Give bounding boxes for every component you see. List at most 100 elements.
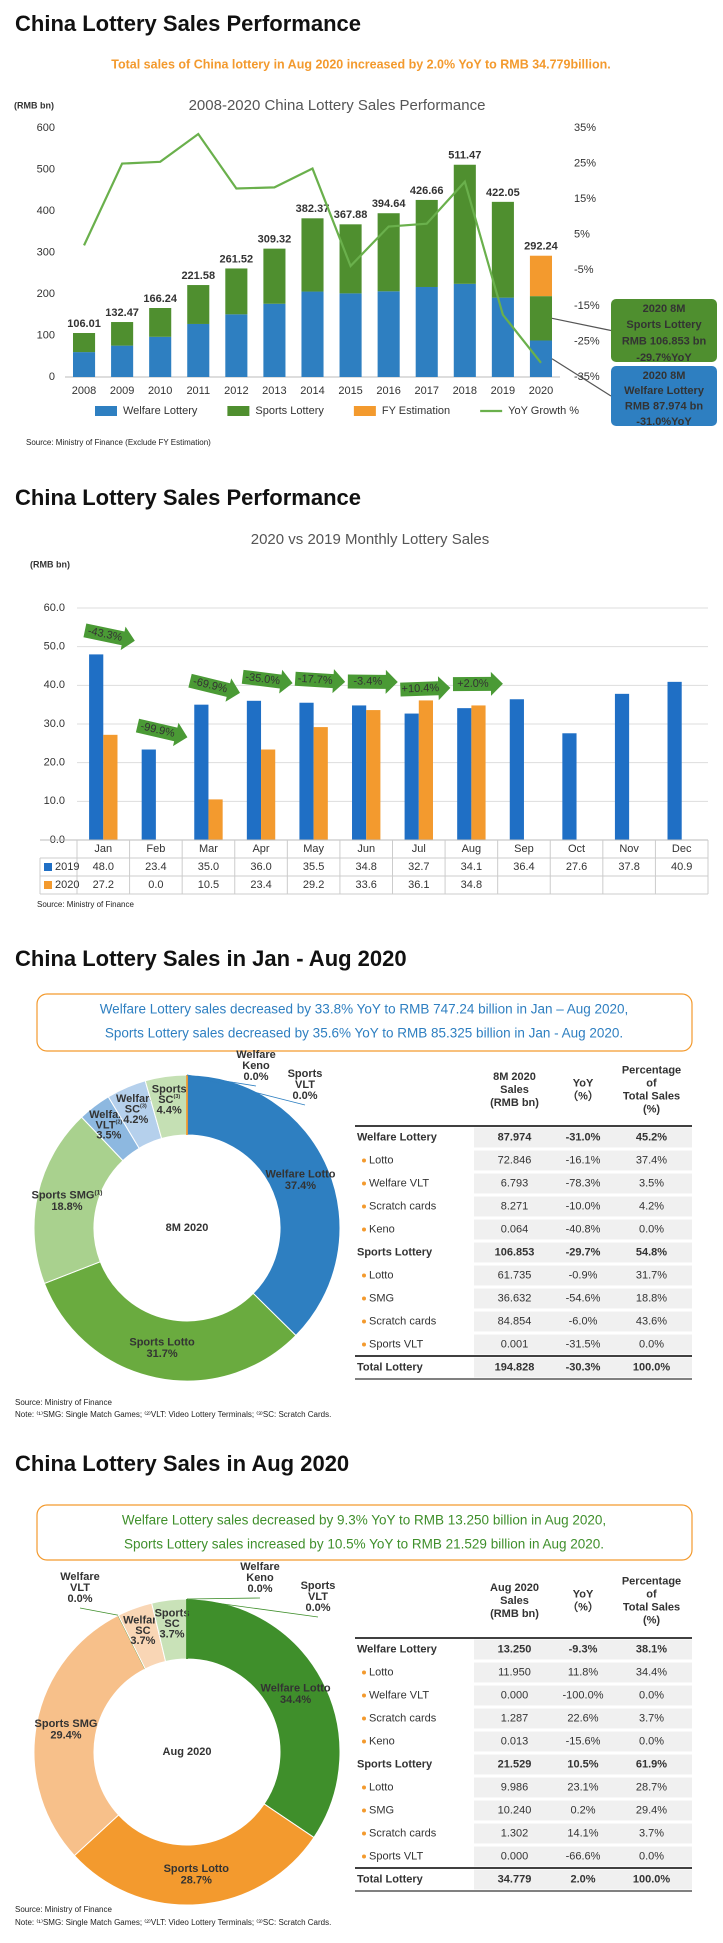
growth-arrow: +10.4% — [400, 676, 451, 701]
total-label: 422.05 — [486, 187, 520, 199]
arrow-shape — [294, 669, 346, 694]
label-leader — [79, 1607, 119, 1616]
table-cell: 34.779 — [498, 1873, 532, 1885]
row-label: Total Lottery — [357, 1361, 424, 1373]
slice-value: 18.8% — [51, 1201, 82, 1213]
x-tick-label: 2011 — [186, 385, 210, 397]
slice-label-line: VLT — [295, 1079, 315, 1091]
legend-label: Welfare Lottery — [123, 405, 198, 417]
x-tick-label: Apr — [252, 843, 269, 855]
table-cell: -30.3% — [566, 1361, 601, 1373]
table-cell: -6.0% — [569, 1315, 598, 1327]
bar-segment — [491, 201, 514, 298]
y-tick-label: 30.0 — [44, 718, 65, 730]
x-tick-label: 2017 — [414, 385, 438, 397]
slice-label-line: SC — [135, 1625, 150, 1637]
slice-value: 0.0% — [243, 1071, 268, 1083]
table-cell: 1.287 — [501, 1712, 529, 1724]
table-cell: -15.6% — [566, 1735, 601, 1747]
total-label: 394.64 — [372, 198, 407, 210]
table-cell: 10.240 — [498, 1804, 532, 1816]
table-header: (%) — [643, 1103, 660, 1115]
table-header: YoY — [573, 1588, 594, 1600]
arrow-shape — [135, 718, 188, 747]
slice-value: 37.4% — [285, 1180, 316, 1192]
bullet — [362, 1227, 366, 1232]
slice-label: Welfare SC(3) — [116, 1093, 156, 1116]
row-shade — [474, 1173, 692, 1194]
y2-tick-label: -5% — [574, 264, 594, 276]
slice-label: Welfare Keno — [240, 1561, 280, 1584]
row-label: Total Lottery — [357, 1873, 424, 1885]
summary-line: Sports Lottery sales increased by 10.5% … — [124, 1537, 604, 1552]
row-label: Scratch cards — [369, 1200, 437, 1212]
note: Note: ⁽¹⁾SMG: Single Match Games; ⁽²⁾VLT… — [15, 1410, 331, 1419]
arrow-shape — [347, 669, 398, 694]
total-label: 106.01 — [67, 318, 101, 330]
summary-line: Welfare Lottery sales decreased by 9.3% … — [122, 1513, 606, 1528]
note-ref: (1) — [94, 1189, 102, 1196]
note-ref: (2) — [116, 1120, 123, 1126]
slice-label-line: Sports — [301, 1580, 336, 1592]
table-cell: -16.1% — [566, 1154, 601, 1166]
y-tick-label: 0 — [49, 371, 55, 383]
x-tick-label: Jul — [412, 843, 426, 855]
table-cell: 37.4% — [636, 1154, 667, 1166]
table-value: 10.5 — [198, 879, 219, 891]
row-label: Welfare Lottery — [357, 1643, 438, 1655]
row-shade — [474, 1685, 692, 1706]
table-cell: 43.6% — [636, 1315, 667, 1327]
slice-label-line: Sports — [152, 1084, 187, 1096]
bar — [103, 734, 118, 840]
table-header: of — [646, 1588, 657, 1600]
section-heading: China Lottery Sales Performance — [15, 11, 361, 36]
table-value: 37.8 — [618, 861, 639, 873]
slice-label: Sports VLT — [301, 1580, 336, 1603]
label-leader — [186, 1074, 257, 1087]
table-header: （%） — [567, 1089, 599, 1102]
slice-value: 4.2% — [123, 1114, 148, 1126]
row-shade — [474, 1265, 692, 1286]
bullet — [362, 1693, 366, 1698]
table-cell: 45.2% — [636, 1131, 667, 1143]
table-cell: -29.7% — [566, 1246, 601, 1258]
table-value: 36.0 — [250, 861, 271, 873]
table-cell: -31.0% — [566, 1131, 601, 1143]
bar — [471, 705, 486, 840]
row-shade — [474, 1708, 692, 1729]
source: Source: Ministry of Finance — [37, 900, 134, 909]
section-heading: China Lottery Sales in Jan - Aug 2020 — [15, 946, 407, 971]
table-cell: 31.7% — [636, 1269, 667, 1281]
row-label: SMG — [369, 1292, 394, 1304]
bar — [89, 654, 104, 840]
bar-segment — [529, 255, 553, 297]
table-cell: 0.0% — [639, 1689, 664, 1701]
bar — [352, 705, 367, 840]
total-label: 367.88 — [334, 209, 368, 221]
row-label: Sports VLT — [369, 1850, 423, 1862]
y2-tick-label: 5% — [574, 229, 590, 241]
line — [83, 132, 542, 364]
slice-label: Sports SC — [155, 1607, 190, 1630]
bullet — [362, 1296, 366, 1301]
x-tick-label: Aug — [462, 843, 482, 855]
slice-value: 0.0% — [247, 1583, 272, 1595]
bar — [246, 700, 262, 840]
y-axis-label: (RMB bn) — [30, 559, 70, 569]
row-shade — [474, 1754, 692, 1775]
bullet — [362, 1854, 366, 1859]
slice-value: 29.4% — [50, 1730, 81, 1742]
y-tick-label: 200 — [37, 288, 55, 300]
x-tick-label: 2010 — [148, 385, 172, 397]
callout-box — [611, 366, 717, 426]
bullet — [362, 1785, 366, 1790]
bar — [261, 749, 276, 840]
bullet — [362, 1670, 366, 1675]
label-leader — [186, 1074, 306, 1106]
x-tick-label: 2013 — [262, 385, 286, 397]
bar — [457, 708, 472, 840]
slice-label: Sports VLT — [288, 1068, 323, 1091]
x-tick-label: 2016 — [376, 385, 400, 397]
table-cell: -9.3% — [569, 1643, 598, 1655]
